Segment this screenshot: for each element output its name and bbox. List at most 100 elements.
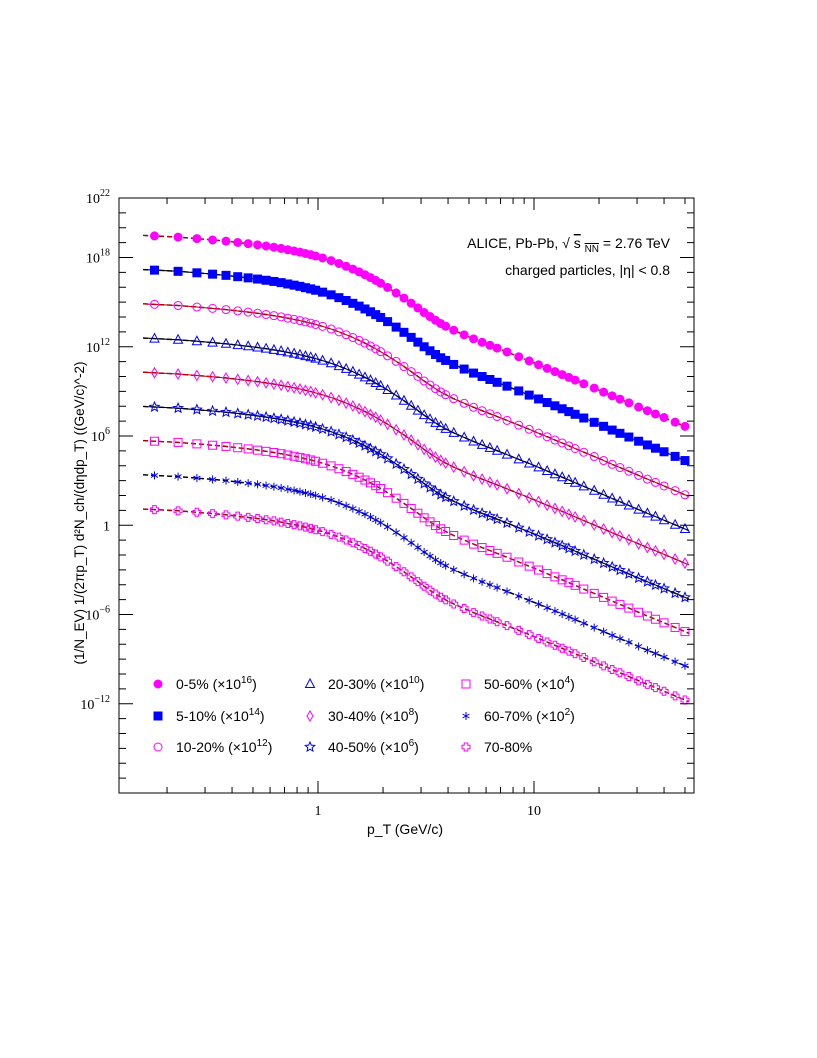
data-point (478, 577, 486, 586)
data-point (413, 508, 423, 518)
data-point (459, 535, 469, 545)
data-point (340, 431, 353, 443)
asterisk-stroke (262, 483, 270, 488)
data-point (284, 485, 292, 494)
data-point (289, 520, 299, 530)
data-point (310, 352, 321, 363)
asterisk-stroke (253, 481, 262, 487)
y-tick-base: 10 (86, 341, 100, 356)
y-tick-exponent: 12 (100, 337, 110, 348)
data-point (564, 441, 574, 451)
data-point (542, 363, 552, 373)
fit-curve-5-10% (143, 268, 689, 463)
data-point (513, 453, 525, 464)
data-point (399, 567, 409, 577)
data-point (570, 580, 580, 590)
data-point (406, 332, 416, 342)
data-point (148, 400, 161, 413)
data-point (399, 362, 409, 372)
data-point (364, 442, 377, 454)
data-point (599, 627, 608, 636)
y-tick-exponent: −12 (94, 694, 110, 705)
data-point (277, 483, 285, 492)
data-point (311, 491, 320, 500)
data-point (348, 469, 358, 479)
data-point (650, 409, 660, 419)
data-point (483, 510, 496, 522)
data-point (253, 480, 262, 489)
data-point (341, 467, 351, 477)
fit-curve-solid (143, 508, 689, 703)
data-point (390, 457, 403, 470)
data-point (515, 592, 523, 601)
asterisk-stroke (525, 597, 533, 603)
data-point (221, 441, 231, 451)
legend-label: 50-60% (×104) (484, 675, 575, 692)
data-point (334, 532, 344, 542)
data-point (382, 383, 393, 395)
data-point (643, 541, 651, 554)
data-point (221, 236, 231, 246)
annotation-s: s (574, 235, 581, 251)
data-point (207, 336, 218, 347)
legend-scale-exponent: 8 (409, 707, 415, 718)
data-point (406, 503, 416, 513)
data-point (477, 337, 487, 347)
data-point (412, 404, 424, 415)
data-point (635, 537, 643, 550)
data-point (347, 365, 359, 376)
data-point (326, 290, 336, 300)
data-point (301, 384, 310, 397)
data-point (549, 468, 561, 479)
data-point (461, 679, 471, 689)
data-point (276, 312, 286, 322)
data-point (371, 344, 381, 354)
data-point (277, 379, 285, 392)
data-point (524, 630, 534, 640)
data-point (276, 449, 286, 459)
data-point (318, 527, 328, 537)
data-point (392, 423, 400, 436)
data-point (300, 317, 310, 327)
data-point (398, 394, 410, 405)
legend-series-name: 70-80% (484, 739, 532, 755)
data-point (569, 544, 582, 557)
data-point (208, 303, 218, 313)
data-point (253, 514, 263, 524)
data-point (579, 447, 589, 457)
data-point (570, 443, 580, 453)
data-point (632, 571, 645, 584)
data-point (391, 288, 401, 298)
data-point (669, 518, 681, 529)
data-point (670, 417, 680, 427)
data-point (342, 397, 350, 410)
data-point (468, 435, 479, 446)
series-10-20% (149, 299, 690, 500)
data-point (418, 409, 430, 420)
data-point (173, 266, 183, 276)
data-point (441, 595, 451, 605)
data-point (485, 614, 495, 624)
data-point (296, 487, 304, 496)
data-point (598, 488, 609, 499)
data-point (439, 490, 452, 503)
data-point (208, 509, 218, 519)
data-point (244, 374, 252, 387)
data-point (485, 546, 495, 556)
annotation-sub: NN (585, 244, 599, 255)
data-point (391, 493, 401, 503)
data-point (589, 417, 599, 427)
data-point (418, 477, 431, 489)
data-point (524, 561, 534, 571)
data-point (222, 476, 230, 485)
data-point (515, 487, 523, 500)
data-point (392, 528, 400, 537)
asterisk-stroke (478, 579, 486, 585)
data-point (335, 394, 343, 407)
data-point (565, 612, 573, 621)
legend-item-30-40%: 30-40% (×108) (306, 707, 419, 724)
data-point (534, 360, 544, 370)
fit-curve-solid (143, 303, 689, 497)
asterisk-stroke (383, 524, 392, 530)
data-point (589, 383, 599, 393)
